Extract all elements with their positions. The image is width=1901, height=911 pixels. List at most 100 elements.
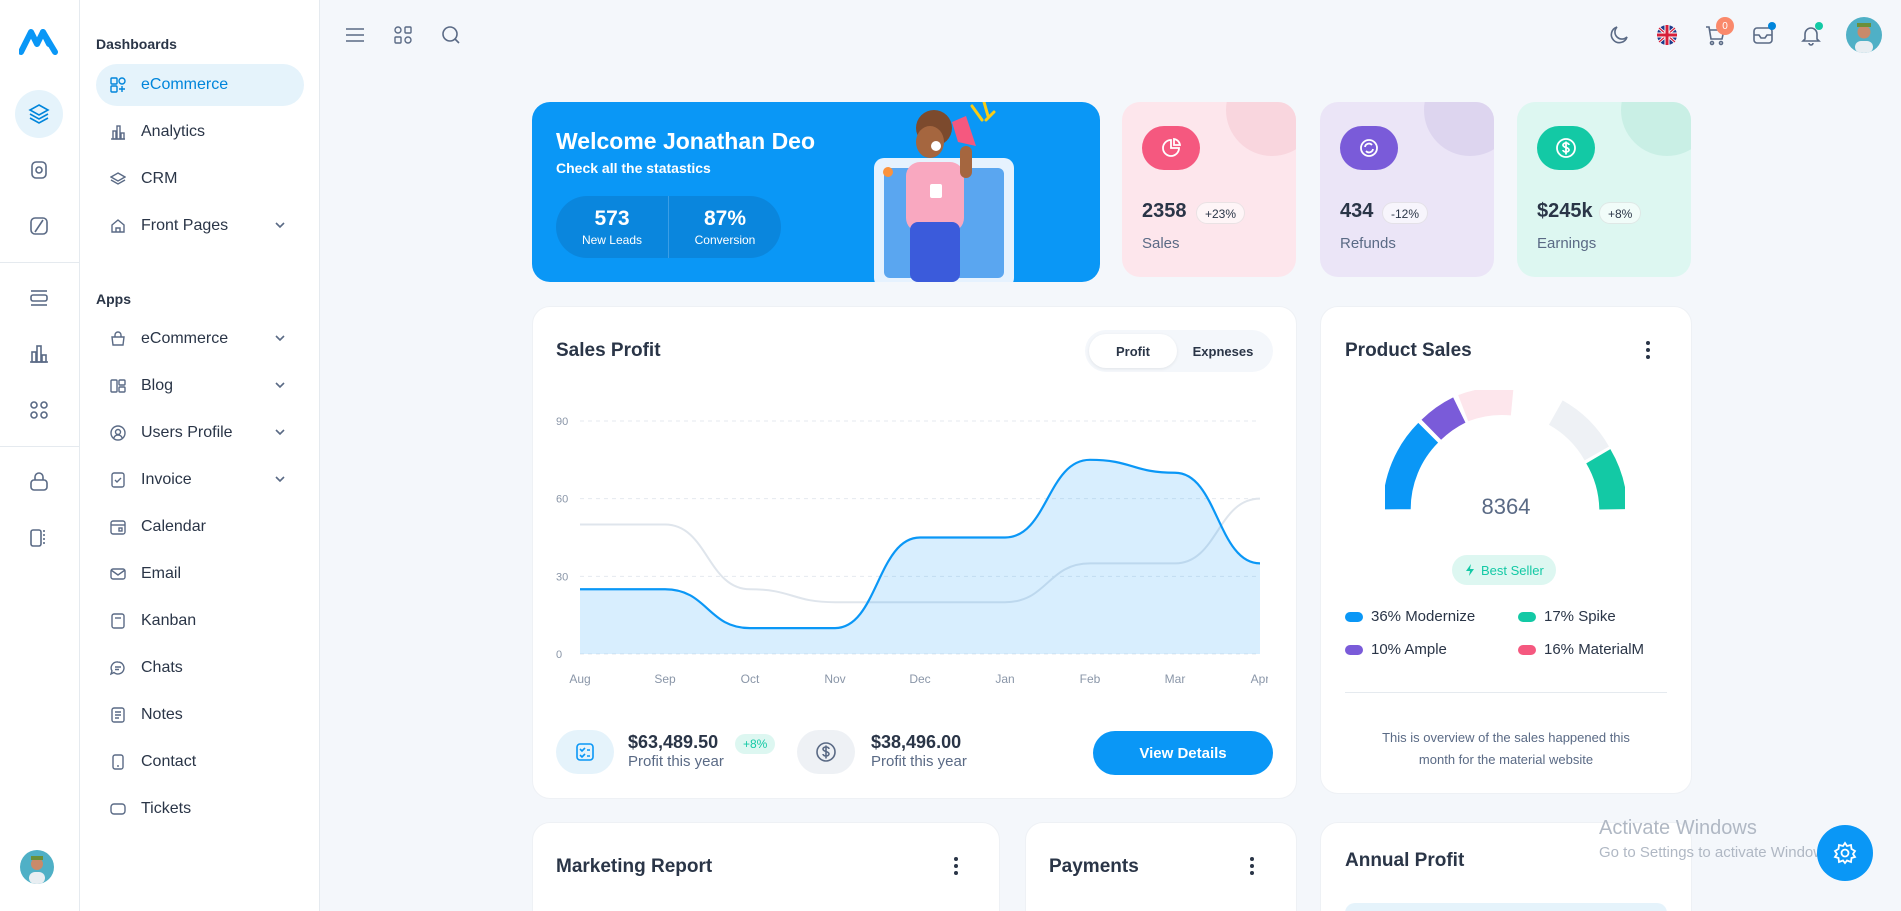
home-icon	[109, 217, 127, 235]
dark-mode-moon-icon[interactable]	[1606, 22, 1632, 48]
rail-pages-icon[interactable]	[15, 202, 63, 250]
x-tick-label: Sep	[654, 672, 676, 686]
marketing-more-icon[interactable]	[946, 856, 966, 876]
annual-profit-title: Annual Profit	[1345, 850, 1465, 871]
stat-card-sales: 2358 +23% Sales	[1122, 102, 1296, 277]
x-tick-label: Apr	[1251, 672, 1268, 686]
sales-profit-title: Sales Profit	[556, 340, 661, 361]
stat-value: $245k	[1537, 200, 1593, 222]
rail-apps-icon[interactable]	[15, 146, 63, 194]
mail-icon	[109, 565, 127, 583]
tab-profit[interactable]: Profit	[1089, 334, 1177, 368]
product-sales-card	[1320, 306, 1692, 794]
stat-card-refunds: 434 -12% Refunds	[1320, 102, 1494, 277]
sidebar-item-label: Notes	[141, 706, 183, 723]
invoice-icon	[109, 471, 127, 489]
notification-dot	[1815, 22, 1823, 30]
ticket-icon	[109, 800, 127, 818]
sidebar-item-invoice[interactable]: Invoice	[96, 459, 304, 501]
rail-docs-icon[interactable]	[15, 514, 63, 562]
stat-label: Refunds	[1340, 235, 1396, 252]
sidebar-item-label: eCommerce	[141, 330, 229, 347]
apps-grid-icon[interactable]	[390, 22, 416, 48]
sidebar-item-label: Kanban	[141, 612, 197, 629]
product-sales-note: This is overview of the sales happened t…	[1382, 730, 1630, 767]
rail-widgets-icon[interactable]	[15, 386, 63, 434]
legend-label: 16% MaterialM	[1544, 641, 1645, 658]
welcome-subtitle: Check all the statastics	[556, 160, 711, 176]
pie-chart-icon	[1142, 126, 1200, 170]
sidebar-item-label: Tickets	[141, 800, 192, 817]
lightning-icon	[1466, 564, 1474, 576]
brand-logo[interactable]	[19, 28, 59, 56]
sidebar-item-label: eCommerce	[141, 76, 229, 93]
annual-profit-panel	[1345, 903, 1667, 911]
sidebar-item-analytics[interactable]: Analytics	[96, 111, 304, 153]
welcome-stats-pill: 573 New Leads 87% Conversion	[556, 196, 781, 258]
conversion-label: Conversion	[694, 233, 756, 247]
calendar-icon	[109, 518, 127, 536]
phone-icon	[109, 753, 127, 771]
marketing-report-title: Marketing Report	[556, 856, 713, 877]
messages-icon[interactable]	[1750, 22, 1776, 48]
rail-avatar[interactable]	[20, 850, 54, 884]
menu-toggle-icon[interactable]	[342, 22, 368, 48]
rail-auth-icon[interactable]	[15, 458, 63, 506]
rail-forms-icon[interactable]	[15, 274, 63, 322]
profit-year-value: $63,489.50	[628, 732, 719, 752]
sidebar-item-ecommerce-dashboard[interactable]: eCommerce	[96, 64, 304, 106]
shopping-grid-icon	[109, 76, 127, 94]
dollar-icon	[1537, 126, 1595, 170]
sidebar-item-label: Contact	[141, 753, 197, 770]
sidebar-item-blog[interactable]: Blog	[96, 365, 304, 407]
sidebar-item-tickets[interactable]: Tickets	[96, 788, 304, 830]
new-leads-label: New Leads	[581, 233, 643, 247]
sidebar-item-label: Users Profile	[141, 424, 233, 441]
stat-label: Sales	[1142, 235, 1180, 252]
user-avatar[interactable]	[1846, 17, 1882, 53]
x-tick-label: Aug	[569, 672, 590, 686]
icon-rail	[0, 0, 80, 911]
sidebar-item-front-pages[interactable]: Front Pages	[96, 205, 304, 247]
layers-icon	[109, 170, 127, 188]
sidebar-item-users-profile[interactable]: Users Profile	[96, 412, 304, 454]
notification-bell-icon[interactable]	[1798, 22, 1824, 48]
sidebar-item-email[interactable]: Email	[96, 553, 304, 595]
rail-dashboards-icon[interactable]	[15, 90, 63, 138]
bar-chart-icon	[109, 123, 127, 141]
sidebar-item-chats[interactable]: Chats	[96, 647, 304, 689]
sidebar-item-notes[interactable]: Notes	[96, 694, 304, 736]
search-icon[interactable]	[438, 22, 464, 48]
sidebar-item-label: Calendar	[141, 518, 206, 535]
sidebar-item-label: Front Pages	[141, 217, 229, 234]
rail-charts-icon[interactable]	[15, 330, 63, 378]
basket-icon	[109, 330, 127, 348]
best-seller-label: Best Seller	[1481, 562, 1544, 578]
x-tick-label: Feb	[1080, 672, 1101, 686]
sidebar-item-label: Blog	[141, 377, 174, 394]
product-sales-title: Product Sales	[1345, 340, 1472, 361]
payments-more-icon[interactable]	[1242, 856, 1262, 876]
welcome-illustration	[874, 102, 1014, 282]
sidebar-item-calendar[interactable]: Calendar	[96, 506, 304, 548]
sidebar-item-crm[interactable]: CRM	[96, 158, 304, 200]
windows-activation-watermark: Activate Windows Go to Settings to activ…	[1599, 817, 1836, 861]
sidebar-item-kanban[interactable]: Kanban	[96, 600, 304, 642]
view-details-button[interactable]: View Details	[1093, 731, 1273, 775]
language-uk-flag-icon[interactable]	[1654, 22, 1680, 48]
messages-dot	[1768, 22, 1776, 30]
settings-gear-button[interactable]	[1817, 825, 1873, 881]
product-sales-more-icon[interactable]	[1638, 340, 1658, 360]
stat-change-badge: -12%	[1382, 202, 1429, 224]
tab-expenses[interactable]: Expneses	[1192, 343, 1254, 359]
series-line-secondary	[579, 497, 1261, 604]
series-area-primary	[580, 459, 1260, 654]
sidebar-section-apps: Apps	[96, 291, 131, 307]
stat-value: 434	[1340, 200, 1374, 222]
sidebar-item-ecommerce-app[interactable]: eCommerce	[96, 318, 304, 360]
divider	[1345, 692, 1667, 693]
kanban-icon	[109, 612, 127, 630]
cart-count-badge: 0	[1716, 17, 1734, 35]
legend-item: 36% Modernize	[1345, 608, 1475, 625]
sidebar-item-contact[interactable]: Contact	[96, 741, 304, 783]
